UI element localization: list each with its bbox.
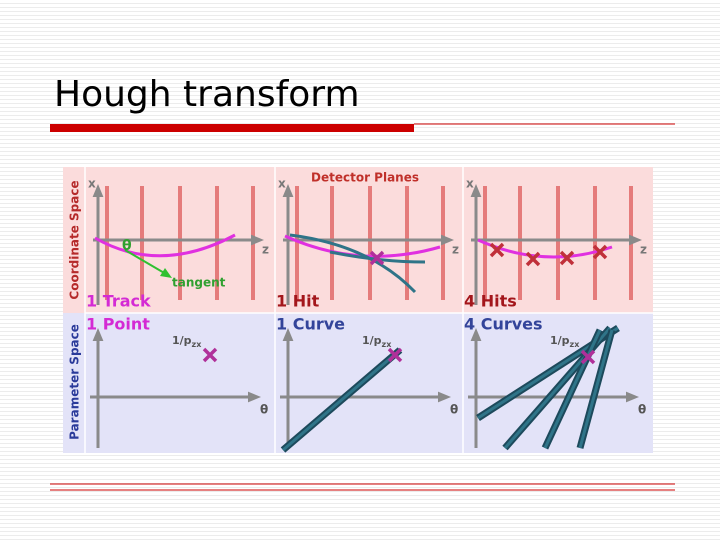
axis-head xyxy=(438,391,451,403)
axis-label: θ xyxy=(638,403,646,417)
axis-label: x xyxy=(88,177,96,191)
tangent-arrow xyxy=(124,249,167,275)
axis-label: θ xyxy=(260,403,268,417)
slide-title: Hough transform xyxy=(54,74,360,115)
tangent-arrow-head xyxy=(160,268,172,278)
axis-label: 1/pzx xyxy=(172,334,202,349)
axis-head xyxy=(251,234,264,246)
panel-label: 1 Curve xyxy=(276,315,345,334)
axis-label: x xyxy=(466,177,474,191)
angle-label: θ xyxy=(122,238,132,254)
track xyxy=(94,233,236,258)
panel-label: 1 Point xyxy=(86,315,150,334)
hit-marker xyxy=(580,349,596,365)
row-label: Parameter Space xyxy=(68,324,82,440)
axis-label-text: 1/p xyxy=(172,334,192,347)
axis-head xyxy=(470,328,482,341)
hit-marker xyxy=(525,251,541,267)
axis-head xyxy=(282,184,294,197)
panel-label: 4 Hits xyxy=(464,292,517,311)
row-label: Coordinate Space xyxy=(68,180,82,299)
parameter-curve xyxy=(578,329,614,449)
axis-label: z xyxy=(262,243,269,257)
axis-label: 1/pzx xyxy=(550,334,580,349)
axis-head xyxy=(92,184,104,197)
axis-label-text: 1/p xyxy=(362,334,382,347)
axis-head xyxy=(248,391,261,403)
hit-marker xyxy=(369,250,385,266)
hit-marker xyxy=(559,250,575,266)
parameter-curve xyxy=(282,348,401,452)
hit-marker xyxy=(202,347,218,363)
axis-label-subscript: zx xyxy=(570,340,581,349)
panel-label: 4 Curves xyxy=(464,315,543,334)
axis-head xyxy=(92,328,104,341)
hit-marker xyxy=(592,244,608,260)
hit-marker xyxy=(489,242,505,258)
panel-label: 1 Track xyxy=(86,292,151,311)
hit-marker xyxy=(387,347,403,363)
axis-head xyxy=(441,234,454,246)
tangent-label: tangent xyxy=(172,276,226,290)
axis-head xyxy=(626,391,639,403)
axis-label: θ xyxy=(450,403,458,417)
axis-label: 1/pzx xyxy=(362,334,392,349)
axis-label-subscript: zx xyxy=(382,340,393,349)
axis-head xyxy=(629,234,642,246)
axis-head xyxy=(282,328,294,341)
header-label: Detector Planes xyxy=(311,171,419,185)
axis-label-subscript: zx xyxy=(192,340,203,349)
track-candidate xyxy=(289,233,417,294)
parameter-curve xyxy=(543,329,602,449)
axis-label: x xyxy=(278,177,286,191)
axis-label-text: 1/p xyxy=(550,334,570,347)
panel-label: 1 Hit xyxy=(276,292,320,311)
axis-head xyxy=(470,184,482,197)
axis-label: z xyxy=(452,243,459,257)
title-bar xyxy=(50,124,414,132)
axis-label: z xyxy=(640,243,647,257)
